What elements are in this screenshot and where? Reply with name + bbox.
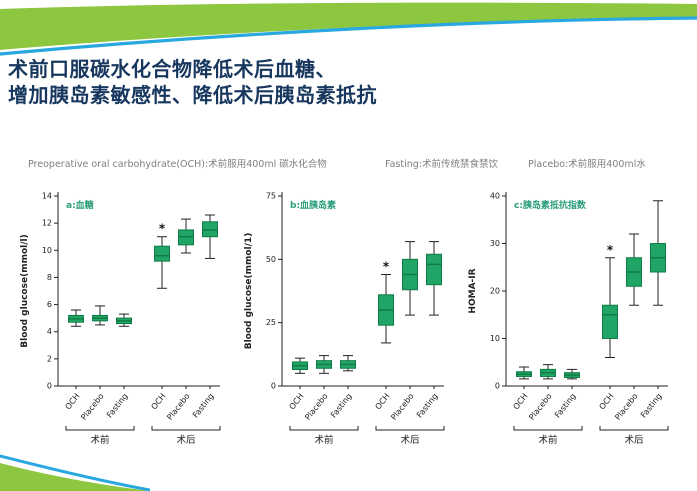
svg-text:OCH: OCH xyxy=(597,392,615,412)
svg-text:*: * xyxy=(383,260,390,274)
svg-text:2: 2 xyxy=(47,354,52,363)
footer-green-shape xyxy=(0,463,150,491)
chart-b-blood-insulin: 0 25 50 75 Blood glucose(mmol/1) b:血胰岛素 OCH Pla… xyxy=(240,172,450,454)
svg-text:0: 0 xyxy=(495,382,500,391)
svg-text:术前: 术前 xyxy=(90,434,109,446)
svg-text:术后: 术后 xyxy=(400,434,420,446)
svg-text:a:血糖: a:血糖 xyxy=(66,199,94,211)
svg-text:Fasting: Fasting xyxy=(639,392,664,420)
svg-text:*: * xyxy=(159,222,166,236)
svg-text:Placebo: Placebo xyxy=(527,392,553,422)
svg-text:8: 8 xyxy=(47,273,52,282)
svg-text:术前: 术前 xyxy=(538,434,557,446)
svg-text:Fasting: Fasting xyxy=(329,392,354,420)
header-green-band xyxy=(0,2,697,50)
svg-text:HOMA-IR: HOMA-IR xyxy=(468,268,478,313)
svg-text:Blood glucose(mmol/1): Blood glucose(mmol/1) xyxy=(244,233,254,350)
svg-text:4: 4 xyxy=(47,327,52,336)
svg-text:OCH: OCH xyxy=(511,392,529,412)
svg-text:b:血胰岛素: b:血胰岛素 xyxy=(290,199,336,211)
svg-text:14: 14 xyxy=(42,192,52,201)
svg-text:术后: 术后 xyxy=(624,434,644,446)
svg-text:Fasting: Fasting xyxy=(415,392,440,420)
svg-text:Placebo: Placebo xyxy=(79,392,105,422)
svg-text:c:胰岛素抵抗指数: c:胰岛素抵抗指数 xyxy=(514,199,587,211)
legend-fasting: Fasting:术前传统禁食禁饮 xyxy=(385,159,498,170)
svg-text:Placebo: Placebo xyxy=(165,392,191,422)
svg-text:Fasting: Fasting xyxy=(191,392,216,420)
svg-text:20: 20 xyxy=(490,287,500,296)
footer-blue-curve xyxy=(0,454,150,491)
legend-placebo: Placebo:术前服用400ml水 xyxy=(528,159,646,170)
title-line-2: 增加胰岛素敏感性、降低术后胰岛素抵抗 xyxy=(8,83,377,107)
svg-text:75: 75 xyxy=(266,192,276,201)
svg-text:*: * xyxy=(607,243,614,257)
svg-text:OCH: OCH xyxy=(287,392,305,412)
svg-text:Blood glucose(mmol/l): Blood glucose(mmol/l) xyxy=(20,234,30,347)
svg-text:术前: 术前 xyxy=(314,434,333,446)
svg-text:25: 25 xyxy=(266,318,276,327)
header-blue-curve xyxy=(0,16,697,56)
svg-text:12: 12 xyxy=(42,219,52,228)
legend-och: Preoperative oral carbohydrate(OCH):术前服用… xyxy=(28,159,327,170)
svg-text:10: 10 xyxy=(490,334,500,343)
charts-row: 0 2 4 6 8 10 12 14 Blood glucose(mmol/l) a:血糖 OCH P… xyxy=(16,172,674,454)
svg-text:OCH: OCH xyxy=(149,392,167,412)
svg-text:OCH: OCH xyxy=(373,392,391,412)
svg-text:Fasting: Fasting xyxy=(105,392,130,420)
svg-text:40: 40 xyxy=(490,192,500,201)
svg-text:Placebo: Placebo xyxy=(303,392,329,422)
svg-text:50: 50 xyxy=(266,255,276,264)
legend-row: Preoperative oral carbohydrate(OCH):术前服用… xyxy=(0,156,697,172)
svg-text:10: 10 xyxy=(42,246,52,255)
svg-text:OCH: OCH xyxy=(63,392,81,412)
slide-title: 术前口服碳水化合物降低术后血糖、 增加胰岛素敏感性、降低术后胰岛素抵抗 xyxy=(8,56,377,108)
svg-text:0: 0 xyxy=(47,382,52,391)
title-line-1: 术前口服碳水化合物降低术后血糖、 xyxy=(8,57,336,81)
footer-swoosh-graphic xyxy=(0,454,150,491)
svg-text:术后: 术后 xyxy=(176,434,196,446)
svg-text:6: 6 xyxy=(47,300,52,309)
svg-text:Fasting: Fasting xyxy=(553,392,578,420)
chart-a-blood-glucose: 0 2 4 6 8 10 12 14 Blood glucose(mmol/l) a:血糖 OCH P… xyxy=(16,172,226,454)
chart-c-homa-ir: 0 10 20 30 40 HOMA-IR c:胰岛素抵抗指数 OCH Placebo Fasti… xyxy=(464,172,674,454)
svg-text:Placebo: Placebo xyxy=(389,392,415,422)
header-swoosh-graphic xyxy=(0,2,697,56)
svg-text:30: 30 xyxy=(490,239,500,248)
svg-text:0: 0 xyxy=(271,382,276,391)
svg-text:Placebo: Placebo xyxy=(613,392,639,422)
